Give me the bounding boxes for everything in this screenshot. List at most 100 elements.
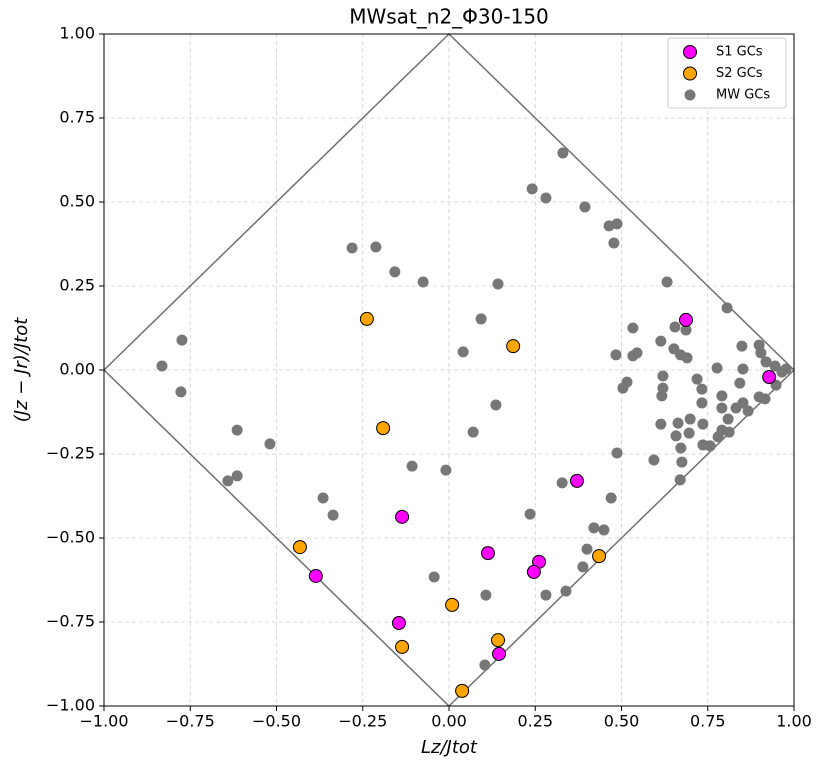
point [655,335,667,347]
point [736,340,748,352]
point [683,427,695,439]
point [526,564,541,579]
point [691,373,703,385]
point [759,393,771,405]
point [722,413,734,425]
point [480,546,495,561]
point [711,362,723,374]
point [395,509,410,524]
point [696,397,708,409]
x-tick-label: 1.00 [776,712,812,731]
y-tick-label: 0.75 [59,108,95,127]
point [526,183,538,195]
y-axis-label: (Jz − Jr)/Jtot [11,317,32,422]
point [346,242,358,254]
point [697,418,709,430]
x-tick-label: 0.25 [517,712,553,731]
chart-title: MWsat_n2_Φ30-150 [349,5,549,29]
point [455,683,470,698]
point [721,302,733,314]
point [648,454,660,466]
point [579,201,591,213]
point [755,347,767,359]
point [598,524,610,536]
point [308,568,323,583]
point [479,659,491,671]
point [674,474,686,486]
point [560,585,572,597]
legend-marker [683,66,697,81]
point [669,321,681,333]
point [376,421,391,436]
plot-frame [103,33,795,707]
y-tick-label: 0.25 [59,276,95,295]
point [680,324,692,336]
legend-box [667,37,787,109]
point [231,424,243,436]
point [610,349,622,361]
point [317,492,329,504]
point [428,571,440,583]
point [675,442,687,454]
point [672,417,684,429]
y-tick-label: 1.00 [59,24,95,43]
y-tick-label: −0.25 [46,444,95,463]
point [389,266,401,278]
point [370,241,382,253]
point [704,440,716,452]
point [657,370,669,382]
point [222,475,234,487]
point [608,237,620,249]
point [780,363,792,375]
x-tick-label: −0.50 [252,712,301,731]
point [712,431,724,443]
point [670,430,682,442]
point [556,477,568,489]
y-tick-label: −1.00 [46,696,95,715]
point [540,589,552,601]
point [540,192,552,204]
point [492,278,504,290]
point [762,370,777,385]
point [696,383,708,395]
legend-marker [683,45,697,59]
legend-marker [684,89,696,101]
point [679,312,694,327]
point [327,509,339,521]
point [391,616,406,631]
point [467,426,479,438]
y-tick-label: −0.75 [46,612,95,631]
y-tick-label: 0.50 [59,192,95,211]
x-tick-label: 0.75 [690,712,726,731]
point [656,390,668,402]
point [359,311,374,326]
x-axis-label: Lz/Jtot [421,737,478,758]
point [737,363,749,375]
point [231,470,243,482]
point [156,360,168,372]
y-tick-label: 0.00 [59,360,95,379]
point [475,313,487,325]
legend-label: S2 GCs [716,66,763,81]
point [723,426,735,438]
point [676,456,688,468]
point [681,352,693,364]
point [406,460,418,472]
point [734,377,746,389]
point [605,492,617,504]
point [490,633,505,648]
point [395,639,410,654]
point [490,399,502,411]
legend-label: S1 GCs [716,45,763,60]
x-tick-label: −0.25 [338,712,387,731]
legend-label: MW GCs [716,88,770,103]
point [480,589,492,601]
point [577,561,589,573]
point [730,402,742,414]
point [264,438,276,450]
point [742,405,754,417]
x-tick-label: −0.75 [166,712,215,731]
point [440,464,452,476]
point [417,276,429,288]
